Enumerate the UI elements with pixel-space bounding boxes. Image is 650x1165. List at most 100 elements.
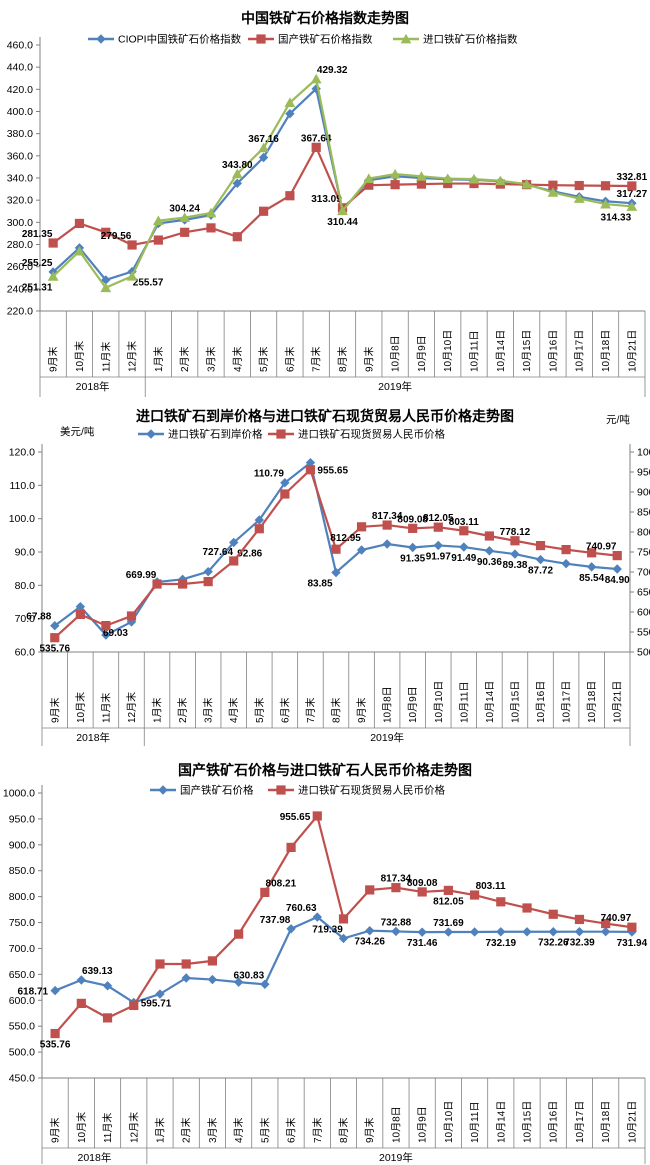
square-marker <box>102 1013 113 1023</box>
data-point-label: 91.97 <box>426 551 451 562</box>
y-axis-tick-label: 850.0 <box>9 865 35 877</box>
data-point-label: 313.09 <box>311 194 342 205</box>
diamond-marker <box>382 539 392 549</box>
square-marker <box>181 959 191 969</box>
data-point-label: 595.71 <box>141 998 172 1009</box>
y-axis-tick-label: 110.0 <box>10 480 36 492</box>
data-point-label: 314.33 <box>601 212 632 223</box>
diamond-marker <box>627 927 637 937</box>
diamond-marker <box>548 927 558 937</box>
y-axis-tick-label: 950.0 <box>9 813 35 825</box>
diamond-marker <box>522 927 532 937</box>
x-axis-category-label: 10月末 <box>75 1112 88 1143</box>
square-marker <box>155 959 165 969</box>
legend-square-icon <box>276 785 286 795</box>
triangle-marker <box>626 201 638 211</box>
x-axis-category-label: 8月末 <box>330 697 343 723</box>
x-axis-category-label: 10月14日 <box>495 1101 507 1143</box>
x-axis-category-label: 7月末 <box>304 697 317 723</box>
data-point-label: 740.97 <box>586 542 617 553</box>
y-axis-tick-label: 100.0 <box>9 513 35 525</box>
legend-diamond-icon <box>158 785 168 795</box>
triangle-marker <box>126 270 138 281</box>
square-marker <box>391 883 401 893</box>
x-axis-category-label: 10月16日 <box>548 1101 560 1143</box>
diamond-marker <box>254 515 265 525</box>
y-axis-tick-label: 360.0 <box>7 150 33 162</box>
triangle-marker <box>494 175 506 186</box>
legend-item-label: 国产铁矿石价格 <box>180 784 254 797</box>
data-point-label: 618.71 <box>18 987 49 998</box>
square-marker <box>127 240 137 250</box>
x-axis-category-label: 4月末 <box>231 346 244 372</box>
square-marker <box>203 577 213 587</box>
chart-import-price: 进口铁矿石到岸价格与进口铁矿石现货贸易人民币价格走势图 美元/吨 元/吨 120… <box>0 400 650 750</box>
triangle-marker <box>310 73 322 84</box>
data-point-label: 535.76 <box>40 1040 71 1051</box>
diamond-marker <box>101 630 111 640</box>
data-point-label: 812.05 <box>423 513 454 524</box>
x-axis-category-label: 11月末 <box>101 1113 114 1143</box>
y-axis-tick-label: 120.0 <box>9 447 35 459</box>
x-axis-category-label: 10月9日 <box>417 1106 429 1143</box>
x-axis-category-label: 10月16日 <box>547 330 559 372</box>
triangle-marker <box>600 198 611 209</box>
square-marker <box>382 520 392 530</box>
square-marker <box>612 551 622 561</box>
square-marker <box>484 531 494 541</box>
diamond-marker <box>510 549 520 559</box>
y-axis-tick-label: 80.0 <box>15 580 36 592</box>
diamond-marker <box>181 973 191 983</box>
square-marker <box>469 178 479 189</box>
x-axis-category-label: 8月末 <box>337 1117 350 1143</box>
x-axis-category-label: 9月末 <box>48 697 61 723</box>
square-marker <box>364 180 374 190</box>
legend-item-label: 国产铁矿石价格指数 <box>278 33 373 46</box>
y-axis-tick-label: 500.0 <box>9 1047 35 1059</box>
year-group-label: 2018年 <box>76 380 110 393</box>
year-group-label: 2019年 <box>378 380 412 393</box>
x-axis-category-label: 7月末 <box>311 1117 324 1143</box>
x-axis-category-label: 2月末 <box>178 346 191 372</box>
square-marker <box>356 522 367 532</box>
y-axis-tick-label: 90.0 <box>15 547 36 559</box>
x-axis-category-label: 10月21日 <box>626 330 638 372</box>
triangle-marker <box>337 205 348 216</box>
data-point-label: 955.65 <box>317 466 348 477</box>
year-group-label: 2018年 <box>78 1151 112 1164</box>
y2-axis-tick-label: 900.0 <box>637 487 650 499</box>
x-axis-category-label: 10月21日 <box>612 681 624 723</box>
data-point-label: 732.88 <box>381 917 412 928</box>
triangle-marker <box>284 97 296 108</box>
x-axis-category-label: 10月末 <box>73 341 86 372</box>
square-marker <box>285 191 295 201</box>
x-axis-category-label: 2月末 <box>176 697 189 723</box>
square-marker <box>548 909 558 919</box>
y-axis-tick-label: 600.0 <box>9 995 35 1007</box>
y-axis-tick-label: 320.0 <box>7 195 33 207</box>
x-axis-category-label: 10月17日 <box>561 681 573 723</box>
legend-diamond-icon <box>146 429 156 439</box>
x-axis-category-label: 10月18日 <box>600 330 612 372</box>
legend-square-icon <box>276 429 286 439</box>
square-marker <box>433 522 443 532</box>
diamond-marker <box>76 975 87 985</box>
data-point-label: 90.36 <box>477 557 502 568</box>
diamond-marker <box>407 542 418 553</box>
data-point-label: 740.97 <box>601 913 632 924</box>
legend-item-label: 进口铁矿石到岸价格 <box>168 428 263 441</box>
square-marker <box>50 633 60 643</box>
diamond-marker <box>285 109 295 119</box>
x-axis-category-label: 10月17日 <box>574 330 586 372</box>
y2-axis-tick-label: 650.0 <box>637 587 650 599</box>
y2-axis-tick-label: 750.0 <box>637 547 650 559</box>
legend-item-label: 进口铁矿石现货贸易人民币价格 <box>298 428 445 441</box>
data-point-label: 67.88 <box>26 612 51 623</box>
diamond-marker <box>232 178 242 189</box>
x-axis-category-label: 10月18日 <box>600 1101 612 1143</box>
data-point-label: 535.76 <box>39 644 70 655</box>
x-axis-category-label: 9月末 <box>355 697 368 723</box>
x-axis-category-label: 10月21日 <box>626 1101 638 1143</box>
x-axis-category-label: 11月末 <box>99 693 112 723</box>
